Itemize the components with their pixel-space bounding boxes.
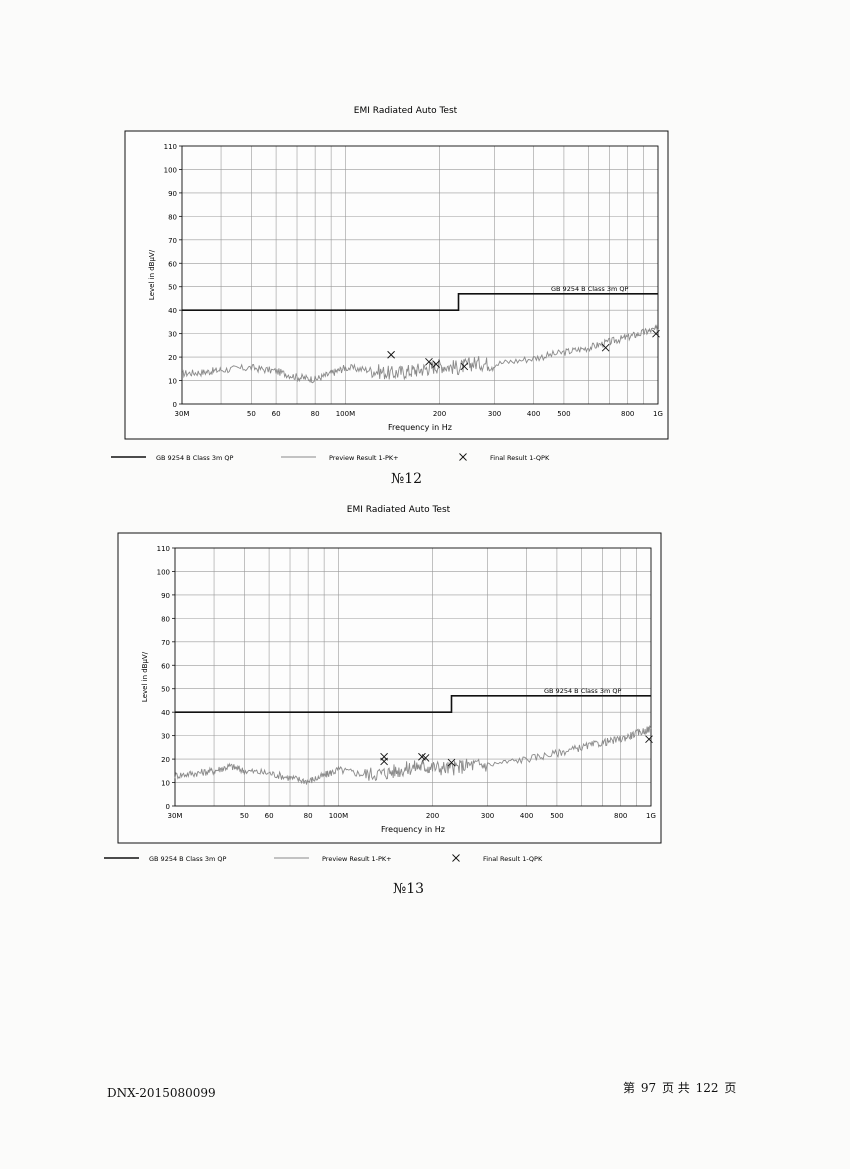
y-tick-label: 10	[161, 780, 170, 788]
x-tick-label: 300	[488, 410, 501, 418]
x-tick-label: 400	[527, 410, 540, 418]
final-result-marker	[601, 343, 610, 352]
x-tick-label: 80	[311, 410, 320, 418]
x-tick-label: 400	[520, 812, 533, 820]
x-tick-label: 30M	[168, 812, 183, 820]
y-axis-label: Level in dBµV/	[148, 249, 156, 300]
final-result-marker	[421, 754, 430, 762]
legend-final-label: Final Result 1-QPK	[483, 855, 543, 863]
y-tick-label: 60	[168, 260, 177, 268]
y-tick-label: 80	[161, 615, 170, 623]
x-tick-label: 200	[426, 812, 439, 820]
plot-area-border	[181, 145, 659, 405]
final-result-marker	[425, 357, 433, 366]
y-tick-label: 110	[157, 545, 170, 553]
limit-line	[175, 694, 651, 713]
x-tick-label: 1G	[646, 812, 656, 820]
final-result-marker	[380, 757, 388, 766]
x-tick-label: 500	[557, 410, 570, 418]
y-tick-label: 80	[168, 213, 177, 221]
x-axis-label: Frequency in Hz	[381, 825, 445, 834]
x-tick-label: 60	[265, 812, 274, 820]
y-tick-label: 40	[161, 709, 170, 717]
y-tick-label: 90	[168, 190, 177, 198]
final-result-marker	[447, 758, 456, 767]
y-tick-label: 30	[161, 733, 170, 741]
y-tick-label: 20	[161, 756, 170, 764]
y-tick-label: 70	[168, 237, 177, 245]
page-current: 97	[640, 1081, 657, 1095]
y-tick-label: 30	[168, 331, 177, 339]
x-tick-label: 800	[621, 410, 634, 418]
plot-area-border	[174, 547, 652, 807]
x-tick-label: 50	[247, 410, 256, 418]
y-tick-label: 60	[161, 662, 170, 670]
final-result-marker	[432, 360, 440, 368]
x-tick-label: 500	[550, 812, 563, 820]
legend-limit-label: GB 9254 B Class 3m QP	[149, 855, 227, 863]
y-tick-label: 110	[164, 143, 177, 151]
final-result-marker	[652, 329, 660, 338]
x-tick-label: 80	[304, 812, 313, 820]
chart-title: EMI Radiated Auto Test	[347, 505, 451, 515]
chart-title: EMI Radiated Auto Test	[354, 106, 458, 116]
preview-result-trace	[181, 324, 659, 384]
final-result-marker	[460, 362, 469, 371]
x-tick-label: 100M	[329, 812, 348, 820]
page-suffix: 页	[724, 1081, 737, 1095]
y-tick-label: 0	[166, 803, 170, 811]
limit-line	[182, 292, 658, 311]
x-axis-label: Frequency in Hz	[388, 423, 452, 432]
limit-line-label: GB 9254 B Class 3m QP	[551, 285, 629, 293]
y-tick-label: 90	[161, 592, 170, 600]
page-mid: 页 共	[661, 1081, 690, 1095]
emi-chart-12: EMI Radiated Auto Test 0 10 20 30 40 50 60 70 80 9…	[0, 0, 850, 504]
legend-preview-label: Preview Result 1-PK+	[329, 454, 399, 462]
x-tick-label: 60	[272, 410, 281, 418]
legend-preview-label: Preview Result 1-PK+	[322, 855, 392, 863]
document-number: DNX-2015080099	[107, 1086, 216, 1100]
legend-final-swatch	[459, 453, 467, 461]
limit-line-label: GB 9254 B Class 3m QP	[544, 687, 622, 695]
x-tick-label: 200	[433, 410, 446, 418]
y-tick-label: 20	[168, 354, 177, 362]
x-tick-label: 800	[614, 812, 627, 820]
chart-13-caption: №13	[393, 881, 425, 897]
y-tick-label: 40	[168, 307, 177, 315]
y-tick-label: 10	[168, 378, 177, 386]
x-tick-label: 300	[481, 812, 494, 820]
emi-chart-12-svg: EMI Radiated Auto Test 0 10 20 30 40 50 60 70 80 9…	[111, 106, 669, 462]
legend-final-label: Final Result 1-QPK	[490, 454, 550, 462]
y-tick-label: 70	[161, 639, 170, 647]
y-tick-label: 0	[173, 401, 177, 409]
page-prefix: 第	[623, 1081, 636, 1095]
preview-result-trace	[174, 725, 652, 785]
page-indicator: 第 97 页 共 122 页	[623, 1079, 738, 1096]
emi-chart-13: EMI Radiated Auto Test 0 10 20 30 40 50 60 70 80 9…	[104, 505, 662, 863]
chart-frame	[124, 130, 669, 440]
y-tick-label: 100	[164, 166, 177, 174]
legend-final-swatch	[452, 854, 460, 862]
y-tick-label: 50	[161, 686, 170, 694]
y-tick-label: 100	[157, 568, 170, 576]
chart-frame	[117, 532, 662, 844]
legend-limit-label: GB 9254 B Class 3m QP	[156, 454, 234, 462]
x-tick-label: 50	[240, 812, 249, 820]
x-tick-label: 1G	[653, 410, 663, 418]
page-total: 122	[695, 1081, 719, 1095]
emi-chart-13-svg: EMI Radiated Auto Test 0 10 20 30 40 50 60 70 80 9…	[104, 505, 662, 863]
final-result-marker	[645, 735, 653, 743]
chart-12-caption: №12	[391, 471, 423, 487]
x-tick-label: 100M	[336, 410, 355, 418]
y-axis-label: Level in dBµV/	[141, 651, 149, 702]
y-tick-label: 50	[168, 284, 177, 292]
x-tick-label: 30M	[175, 410, 190, 418]
final-result-marker	[387, 350, 395, 359]
